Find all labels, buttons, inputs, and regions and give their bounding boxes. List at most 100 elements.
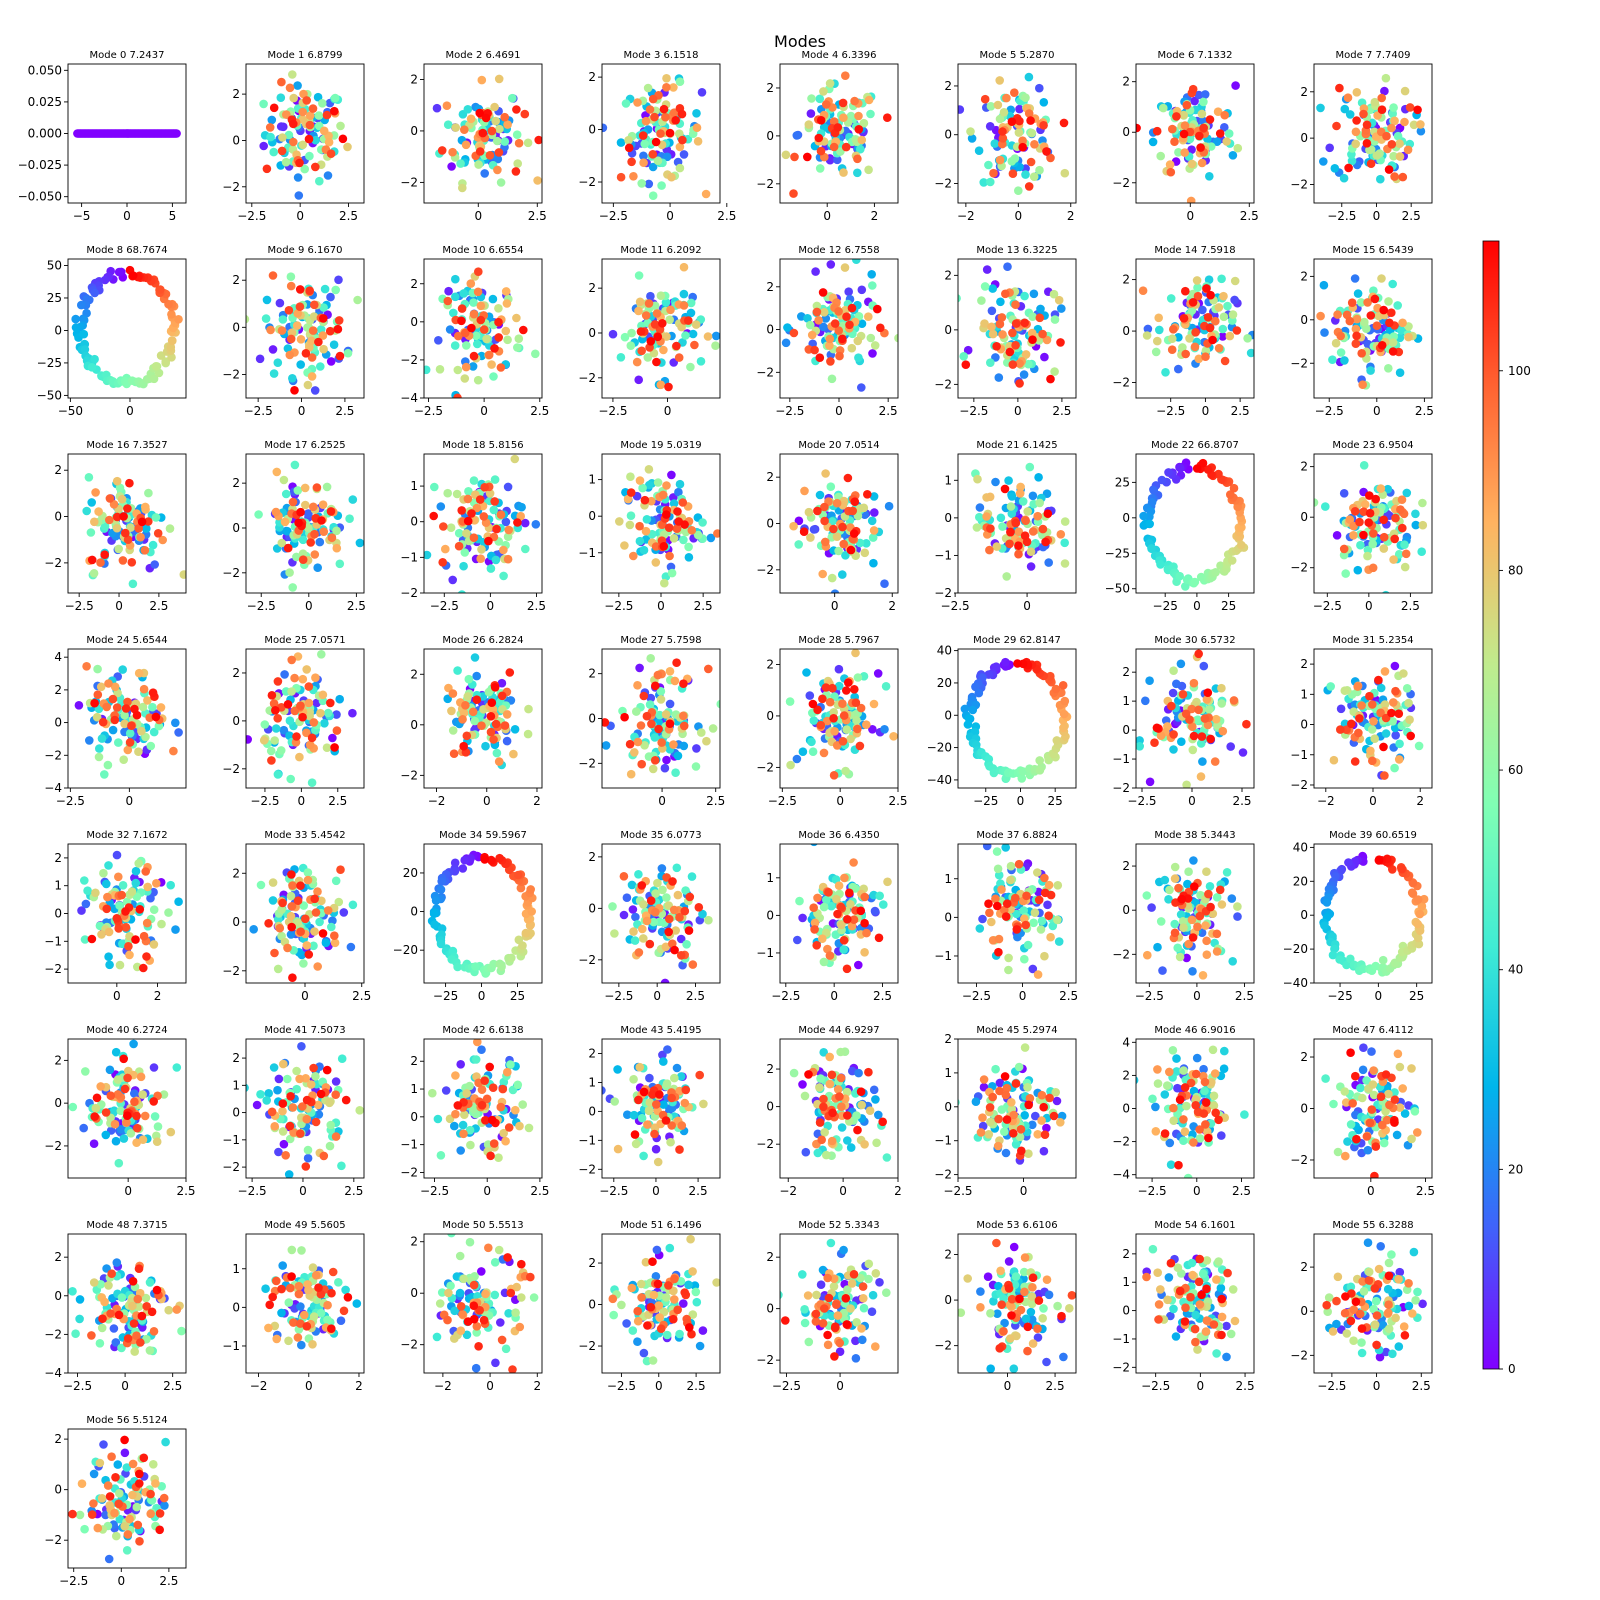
scatter-point bbox=[469, 476, 479, 485]
scatter-point bbox=[1027, 128, 1037, 138]
scatter-point bbox=[164, 908, 173, 917]
scatter-point bbox=[458, 183, 467, 193]
x-tick-label: 2.5 bbox=[328, 794, 347, 808]
y-tick-label: 1 bbox=[1122, 694, 1130, 708]
scatter-point bbox=[792, 754, 802, 764]
scatter-point bbox=[675, 129, 684, 138]
scatter-point bbox=[487, 698, 497, 707]
scatter-point bbox=[310, 386, 320, 395]
scatter-point bbox=[490, 344, 499, 353]
scatter-point bbox=[1147, 903, 1156, 912]
scatter-point bbox=[690, 340, 699, 350]
scatter-point bbox=[1005, 347, 1015, 357]
scatter-point bbox=[975, 512, 984, 522]
scatter-point bbox=[346, 942, 356, 952]
scatter-point bbox=[1374, 675, 1383, 685]
x-tick-label: 2.5 bbox=[1401, 599, 1420, 613]
scatter-point bbox=[474, 160, 483, 169]
scatter-point bbox=[686, 362, 695, 372]
scatter-point bbox=[819, 902, 829, 912]
scatter-point bbox=[82, 506, 91, 516]
y-tick-label: 2 bbox=[232, 273, 240, 287]
scatter-point bbox=[825, 697, 835, 707]
scatter-point bbox=[1370, 294, 1380, 304]
scatter-point bbox=[827, 374, 837, 384]
scatter-point bbox=[464, 487, 473, 496]
scatter-point bbox=[665, 128, 675, 138]
subplot-frame bbox=[779, 648, 899, 789]
scatter-point bbox=[809, 525, 819, 534]
x-tick-label: −2.5 bbox=[250, 794, 279, 808]
scatter-point bbox=[1191, 328, 1200, 337]
scatter-point bbox=[1185, 715, 1194, 724]
scatter-point bbox=[273, 358, 283, 368]
scatter-point bbox=[991, 477, 1000, 487]
scatter-point bbox=[625, 520, 635, 530]
scatter-point bbox=[1059, 723, 1068, 733]
subplot-frame bbox=[423, 258, 543, 399]
scatter-point bbox=[1015, 116, 1024, 126]
scatter-point bbox=[1385, 318, 1394, 328]
scatter-points bbox=[789, 469, 894, 593]
scatter-point bbox=[104, 952, 113, 961]
scatter-point bbox=[655, 710, 664, 720]
scatter-point bbox=[467, 509, 476, 518]
subplot-title: Mode 6 7.1332 bbox=[1158, 50, 1233, 61]
scatter-point bbox=[142, 952, 151, 961]
y-tick-label: 0 bbox=[410, 905, 418, 919]
scatter-point bbox=[268, 271, 278, 280]
x-tick-label: −2.5 bbox=[599, 209, 628, 223]
scatter-point bbox=[669, 358, 678, 367]
x-tick-label: −2.5 bbox=[56, 794, 85, 808]
scatter-point bbox=[647, 496, 656, 506]
scatter-point bbox=[1028, 964, 1038, 974]
scatter-point bbox=[326, 292, 335, 302]
scatter-point bbox=[477, 75, 487, 85]
scatter-point bbox=[112, 703, 122, 712]
subplot-frame bbox=[423, 63, 543, 204]
scatter-point bbox=[829, 524, 838, 534]
scatter-point bbox=[1044, 558, 1053, 567]
scatter-point bbox=[638, 131, 648, 140]
scatter-point bbox=[862, 539, 871, 548]
scatter-point bbox=[660, 578, 669, 588]
scatter-point bbox=[1006, 527, 1015, 537]
x-tick-label: −2.5 bbox=[65, 599, 94, 613]
scatter-point bbox=[1028, 491, 1038, 501]
scatter-point bbox=[826, 260, 836, 269]
scatter-point bbox=[656, 687, 666, 696]
scatter-point bbox=[1014, 186, 1023, 195]
scatter-point bbox=[664, 523, 674, 532]
scatter-point bbox=[1350, 274, 1360, 283]
scatter-point bbox=[158, 535, 167, 545]
scatter-point bbox=[1179, 129, 1189, 139]
scatter-point bbox=[636, 721, 646, 730]
scatter-point bbox=[839, 945, 848, 954]
figure-title: Modes bbox=[774, 32, 826, 51]
scatter-point bbox=[115, 960, 125, 970]
scatter-point bbox=[462, 731, 472, 741]
scatter-point bbox=[1233, 912, 1242, 921]
scatter-point bbox=[849, 915, 859, 924]
x-tick-label: 0 bbox=[823, 209, 831, 223]
scatter-point bbox=[299, 901, 309, 910]
scatter-point bbox=[1351, 139, 1360, 149]
y-tick-label: −2 bbox=[756, 563, 774, 577]
y-tick-label: −2 bbox=[1290, 778, 1308, 792]
scatter-point bbox=[283, 543, 293, 553]
scatter-point bbox=[819, 87, 828, 96]
scatter-point bbox=[443, 120, 453, 129]
scatter-point bbox=[716, 699, 720, 709]
scatter-point bbox=[840, 263, 850, 272]
scatter-point bbox=[309, 718, 319, 727]
x-tick-label: 2.5 bbox=[528, 209, 547, 223]
scatter-point bbox=[1364, 518, 1373, 527]
scatter-point bbox=[1008, 169, 1018, 178]
scatter-point bbox=[1395, 368, 1405, 378]
scatter-point bbox=[1046, 671, 1055, 681]
scatter-point bbox=[678, 135, 687, 145]
scatter-point bbox=[1403, 145, 1413, 155]
scatter-point bbox=[93, 664, 102, 674]
scatter-point bbox=[1188, 84, 1198, 94]
scatter-point bbox=[301, 349, 311, 358]
